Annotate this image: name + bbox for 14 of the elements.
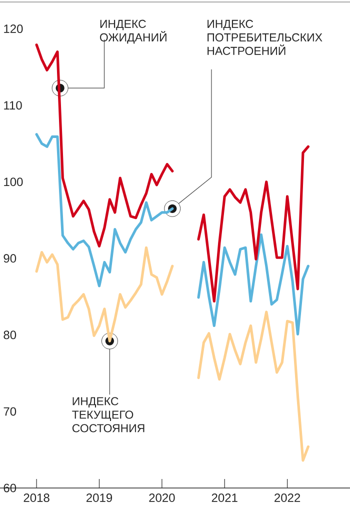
x-tick-label: 2018: [24, 494, 50, 502]
y-tick-label: 70: [4, 407, 16, 416]
y-tick-label: 100: [4, 178, 23, 186]
x-tick-label: 2021: [212, 494, 238, 502]
x-tick-label: 2020: [149, 494, 175, 502]
y-tick-label: 90: [4, 254, 16, 263]
text: ИНДЕКС ПОТРЕБИТЕЛЬСКИХ НАСТРОЕНИЙ: [208, 20, 322, 55]
text: ИНДЕКС ТЕКУЩЕГО СОСТОЯНИЯ: [72, 397, 144, 432]
x-tick-label: 2022: [274, 494, 300, 502]
y-tick-label: 120: [4, 24, 23, 34]
y-tick-label: 80: [4, 330, 16, 340]
x-tick-label: 2019: [86, 494, 112, 502]
text: ИНДЕКС ОЖИДАНИЙ: [100, 20, 166, 44]
y-tick-label: 110: [4, 101, 22, 110]
